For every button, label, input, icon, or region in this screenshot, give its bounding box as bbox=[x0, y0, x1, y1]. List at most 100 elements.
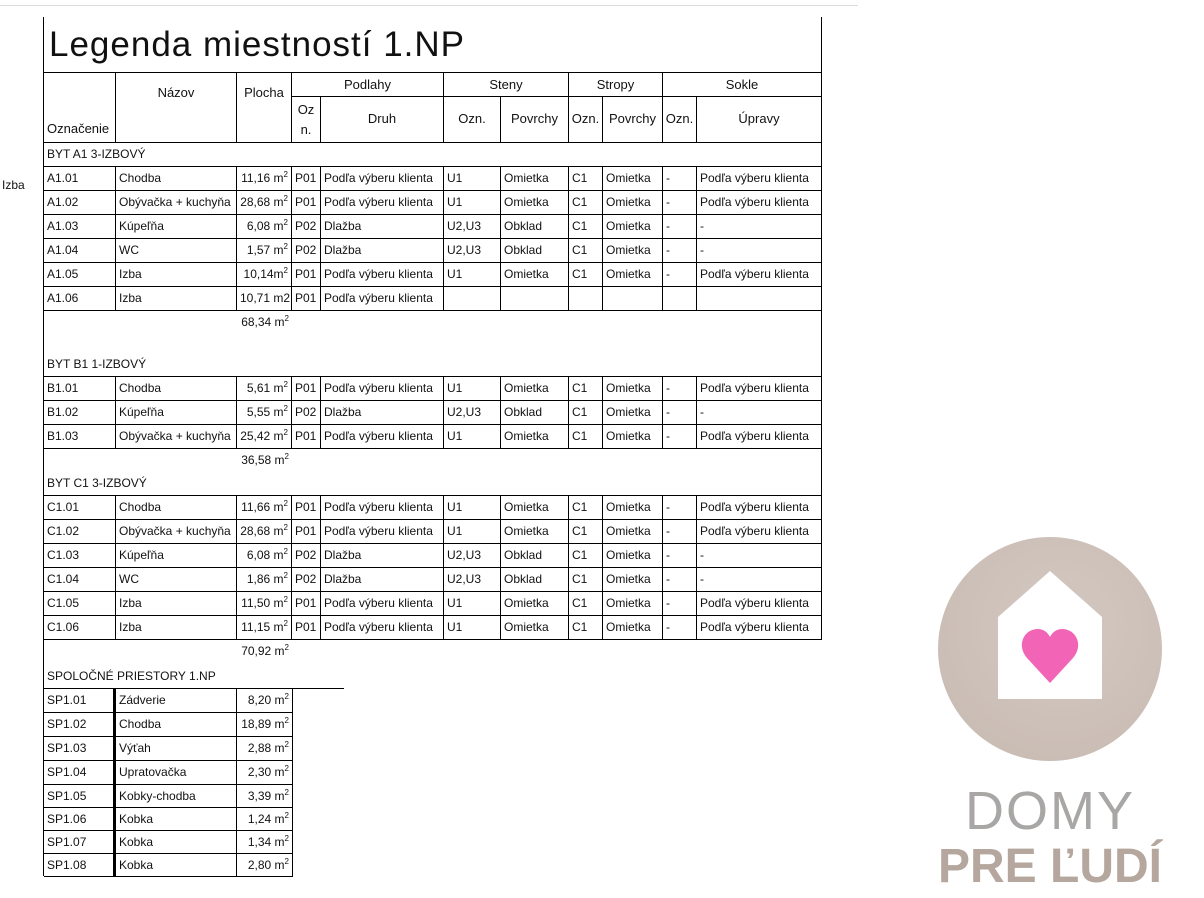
room-area: 6,08 m2 bbox=[237, 544, 292, 568]
floor-type: Podľa výberu klienta bbox=[321, 616, 444, 640]
header-stropy: Stropy bbox=[569, 73, 663, 97]
logo-text-line2: PRE ĽUDÍ bbox=[937, 840, 1162, 893]
header-upravy: Úpravy bbox=[697, 97, 821, 143]
ceiling-code bbox=[569, 287, 603, 311]
room-id: B1.02 bbox=[44, 401, 116, 425]
room-name: Kúpeľňa bbox=[116, 544, 237, 568]
room-area: 11,15 m2 bbox=[237, 616, 292, 640]
floor-type: Podľa výberu klienta bbox=[321, 167, 444, 191]
ceiling-surface: Omietka bbox=[603, 377, 663, 401]
skirting-code: - bbox=[663, 568, 697, 592]
wall-code: U2,U3 bbox=[444, 568, 501, 592]
room-name: Kúpeľňa bbox=[116, 401, 237, 425]
floor-type: Podľa výberu klienta bbox=[321, 425, 444, 449]
ceiling-surface: Omietka bbox=[603, 167, 663, 191]
room-name: Kobka bbox=[114, 854, 237, 877]
floor-type: Dlažba bbox=[321, 401, 444, 425]
wall-code: U1 bbox=[444, 520, 501, 544]
ceiling-surface: Omietka bbox=[603, 239, 663, 263]
room-area: 2,30 m2 bbox=[237, 761, 293, 785]
room-area: 25,42 m2 bbox=[237, 425, 292, 449]
wall-code: U1 bbox=[444, 496, 501, 520]
side-label: Izba bbox=[2, 178, 25, 192]
ceiling-code: C1 bbox=[569, 520, 603, 544]
ceiling-code: C1 bbox=[569, 544, 603, 568]
floor-code: P01 bbox=[292, 496, 321, 520]
header-steny-ozn: Ozn. bbox=[444, 97, 501, 143]
room-area: 8,20 m2 bbox=[237, 689, 293, 713]
floor-type: Dlažba bbox=[321, 239, 444, 263]
room-name: Kobka bbox=[114, 808, 237, 831]
ceiling-surface: Omietka bbox=[603, 592, 663, 616]
room-name: WC bbox=[116, 239, 237, 263]
room-id: C1.04 bbox=[44, 568, 116, 592]
floor-code: P02 bbox=[292, 215, 321, 239]
wall-code: U1 bbox=[444, 167, 501, 191]
room-name: Chodba bbox=[114, 713, 237, 737]
common-label: SPOLOČNÉ PRIESTORY 1.NP bbox=[44, 665, 344, 689]
wall-surface: Obklad bbox=[501, 239, 569, 263]
skirting-code: - bbox=[663, 520, 697, 544]
logo-circle bbox=[938, 537, 1162, 761]
section-total: 70,92 m2 bbox=[241, 643, 289, 659]
ceiling-code: C1 bbox=[569, 239, 603, 263]
skirting-finish: Podľa výberu klienta bbox=[697, 377, 821, 401]
floor-code: P01 bbox=[292, 592, 321, 616]
skirting-finish: - bbox=[697, 401, 821, 425]
skirting-code: - bbox=[663, 496, 697, 520]
wall-surface: Obklad bbox=[501, 544, 569, 568]
ceiling-code: C1 bbox=[569, 568, 603, 592]
wall-code: U1 bbox=[444, 425, 501, 449]
room-id: C1.03 bbox=[44, 544, 116, 568]
room-name: Izba bbox=[116, 616, 237, 640]
page-title: Legenda miestností 1.NP bbox=[44, 17, 821, 73]
wall-code: U1 bbox=[444, 191, 501, 215]
room-id: A1.01 bbox=[44, 167, 116, 191]
floor-type: Dlažba bbox=[321, 568, 444, 592]
ceiling-surface: Omietka bbox=[603, 496, 663, 520]
ceiling-code: C1 bbox=[569, 616, 603, 640]
room-id: A1.02 bbox=[44, 191, 116, 215]
section-label: BYT C1 3-IZBOVÝ bbox=[44, 472, 821, 496]
wall-surface: Omietka bbox=[501, 425, 569, 449]
ceiling-surface: Omietka bbox=[603, 520, 663, 544]
header-stropy-povrchy: Povrchy bbox=[603, 97, 663, 143]
room-id: SP1.02 bbox=[44, 713, 114, 737]
room-name: Izba bbox=[116, 263, 237, 287]
floor-code: P01 bbox=[292, 520, 321, 544]
skirting-finish: - bbox=[697, 568, 821, 592]
ceiling-code: C1 bbox=[569, 377, 603, 401]
room-id: C1.06 bbox=[44, 616, 116, 640]
ceiling-code: C1 bbox=[569, 167, 603, 191]
room-area: 2,80 m2 bbox=[237, 854, 293, 877]
room-id: SP1.03 bbox=[44, 737, 114, 761]
skirting-code: - bbox=[663, 167, 697, 191]
wall-surface: Omietka bbox=[501, 167, 569, 191]
room-area: 11,50 m2 bbox=[237, 592, 292, 616]
room-area: 10,71 m2 bbox=[237, 287, 292, 311]
wall-surface: Omietka bbox=[501, 191, 569, 215]
skirting-finish: Podľa výberu klienta bbox=[697, 592, 821, 616]
skirting-finish: Podľa výberu klienta bbox=[697, 496, 821, 520]
room-area: 28,68 m2 bbox=[237, 520, 292, 544]
room-id: SP1.06 bbox=[44, 808, 114, 831]
top-divider bbox=[0, 5, 858, 6]
wall-code: U2,U3 bbox=[444, 239, 501, 263]
skirting-finish: Podľa výberu klienta bbox=[697, 191, 821, 215]
wall-surface: Omietka bbox=[501, 496, 569, 520]
room-id: SP1.08 bbox=[44, 854, 114, 877]
room-id: A1.03 bbox=[44, 215, 116, 239]
room-id: C1.01 bbox=[44, 496, 116, 520]
room-name: Izba bbox=[116, 592, 237, 616]
wall-code: U2,U3 bbox=[444, 401, 501, 425]
room-area: 28,68 m2 bbox=[237, 191, 292, 215]
skirting-finish bbox=[697, 287, 821, 311]
ceiling-code: C1 bbox=[569, 401, 603, 425]
ceiling-surface: Omietka bbox=[603, 401, 663, 425]
skirting-code: - bbox=[663, 616, 697, 640]
header-sokle: Sokle bbox=[663, 73, 821, 97]
room-area: 1,34 m2 bbox=[237, 831, 293, 854]
room-area: 1,24 m2 bbox=[237, 808, 293, 831]
wall-surface: Omietka bbox=[501, 616, 569, 640]
room-id: C1.02 bbox=[44, 520, 116, 544]
